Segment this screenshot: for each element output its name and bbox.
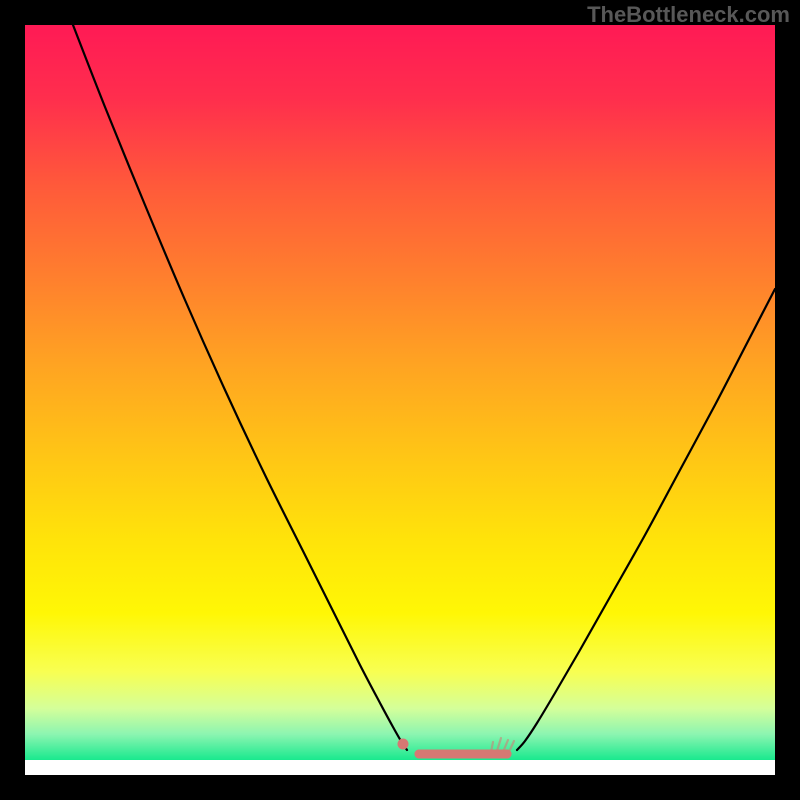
bottleneck-chart xyxy=(0,0,800,800)
marker-cap-left xyxy=(415,750,424,759)
gradient-fill xyxy=(25,25,775,760)
chart-stage: TheBottleneck.com xyxy=(0,0,800,800)
marker-cap-right xyxy=(503,750,512,759)
marker-dot xyxy=(398,739,409,750)
watermark-text: TheBottleneck.com xyxy=(587,2,790,28)
